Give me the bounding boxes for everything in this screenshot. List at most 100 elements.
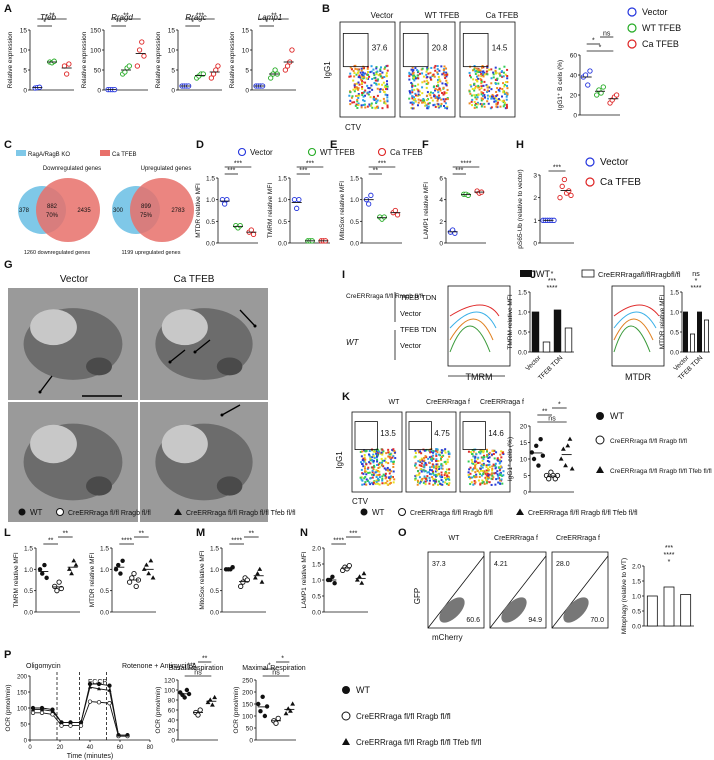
density-dot bbox=[502, 453, 505, 456]
density-dot bbox=[488, 68, 491, 71]
panel-k-flow-1: 4.75 bbox=[405, 411, 457, 493]
density-dot bbox=[414, 84, 417, 87]
density-dot bbox=[408, 90, 411, 93]
density-dot bbox=[384, 102, 387, 105]
y-tick-label: 0 bbox=[97, 88, 101, 95]
legend-marker bbox=[596, 466, 604, 473]
density-dot bbox=[365, 473, 368, 476]
panel-o-flow-2: 28.070.0 bbox=[551, 551, 609, 629]
density-dot bbox=[495, 105, 498, 108]
bar bbox=[704, 319, 710, 353]
density-dot bbox=[501, 95, 504, 98]
density-dot bbox=[480, 79, 483, 82]
density-dot bbox=[352, 69, 355, 72]
density-dot bbox=[498, 67, 501, 70]
density-dot bbox=[474, 481, 477, 484]
density-dot bbox=[363, 465, 366, 468]
density-dot bbox=[432, 450, 435, 453]
density-dot bbox=[377, 463, 380, 466]
density-dot bbox=[475, 468, 478, 471]
density-dot bbox=[363, 458, 366, 461]
density-dot bbox=[481, 479, 484, 482]
density-dot bbox=[444, 102, 447, 105]
density-dot bbox=[421, 477, 424, 480]
density-dot bbox=[486, 90, 489, 93]
y-tick-label: 15 bbox=[520, 440, 528, 447]
density-dot bbox=[475, 106, 478, 109]
density-dot bbox=[372, 459, 375, 462]
density-dot bbox=[362, 465, 365, 468]
density-dot bbox=[445, 71, 448, 74]
density-dot bbox=[420, 470, 423, 473]
legend-label: CreERRraga fl/fl Rragb fl/fl bbox=[356, 712, 451, 721]
density-dot bbox=[483, 105, 486, 108]
y-tick-label: 1.5 bbox=[210, 546, 219, 553]
density-dot bbox=[485, 478, 488, 481]
density-dot bbox=[500, 478, 503, 481]
density-dot bbox=[473, 68, 476, 71]
density-dot bbox=[447, 483, 450, 486]
legend-marker bbox=[516, 508, 524, 515]
density-dot bbox=[477, 93, 480, 96]
density-dot bbox=[414, 98, 417, 101]
density-dot bbox=[385, 452, 388, 455]
density-dot bbox=[389, 456, 392, 459]
density-dot bbox=[414, 77, 417, 80]
density-dot bbox=[417, 70, 420, 73]
density-dot bbox=[377, 478, 380, 481]
density-dot bbox=[425, 104, 428, 107]
density-dot bbox=[361, 459, 364, 462]
density-dot bbox=[446, 458, 449, 461]
density-dot bbox=[353, 101, 356, 104]
density-dot bbox=[412, 107, 415, 110]
bar bbox=[663, 586, 675, 627]
density-dot bbox=[354, 67, 357, 70]
density-dot bbox=[354, 104, 357, 107]
density-dot bbox=[425, 456, 428, 459]
data-point bbox=[207, 697, 213, 702]
significance-label: ** bbox=[373, 168, 379, 175]
density-dot bbox=[360, 78, 363, 81]
density-dot bbox=[436, 469, 439, 472]
density-dot bbox=[375, 452, 378, 455]
density-dot bbox=[486, 472, 489, 475]
density-dot bbox=[440, 65, 443, 68]
panel-letter-e: E bbox=[330, 139, 337, 151]
density-dot bbox=[488, 460, 491, 463]
density-dot bbox=[425, 82, 428, 85]
density-dot bbox=[432, 479, 435, 482]
density-dot bbox=[423, 99, 426, 102]
density-dot bbox=[502, 91, 505, 94]
density-dot bbox=[492, 76, 495, 79]
density-dot bbox=[368, 103, 371, 106]
ocr-point bbox=[97, 686, 101, 691]
density-dot bbox=[495, 78, 498, 81]
density-dot bbox=[363, 100, 366, 103]
density-dot bbox=[357, 88, 360, 91]
y-tick-label: 1.5 bbox=[24, 546, 33, 553]
em-arrow bbox=[221, 404, 241, 416]
density-dot bbox=[469, 476, 472, 479]
density-dot bbox=[361, 462, 364, 465]
density-dot bbox=[383, 75, 386, 78]
flow-column-title: WT bbox=[449, 535, 461, 542]
data-point bbox=[288, 708, 293, 713]
density-dot bbox=[378, 483, 381, 486]
density-dot bbox=[352, 79, 355, 82]
density-dot bbox=[357, 76, 360, 79]
density-dot bbox=[475, 70, 478, 73]
y-tick-label: 0.5 bbox=[206, 219, 215, 226]
density-dot bbox=[442, 480, 445, 483]
density-dot bbox=[470, 100, 473, 103]
density-dot bbox=[499, 453, 502, 456]
density-dot bbox=[495, 478, 498, 481]
em-arrow bbox=[239, 309, 256, 327]
legend-label: WT bbox=[30, 508, 43, 517]
density-dot bbox=[376, 482, 379, 485]
density-dot bbox=[448, 478, 451, 481]
data-point bbox=[275, 715, 281, 722]
density-dot bbox=[436, 81, 439, 84]
density-dot bbox=[418, 464, 421, 467]
density-dot bbox=[471, 98, 474, 101]
